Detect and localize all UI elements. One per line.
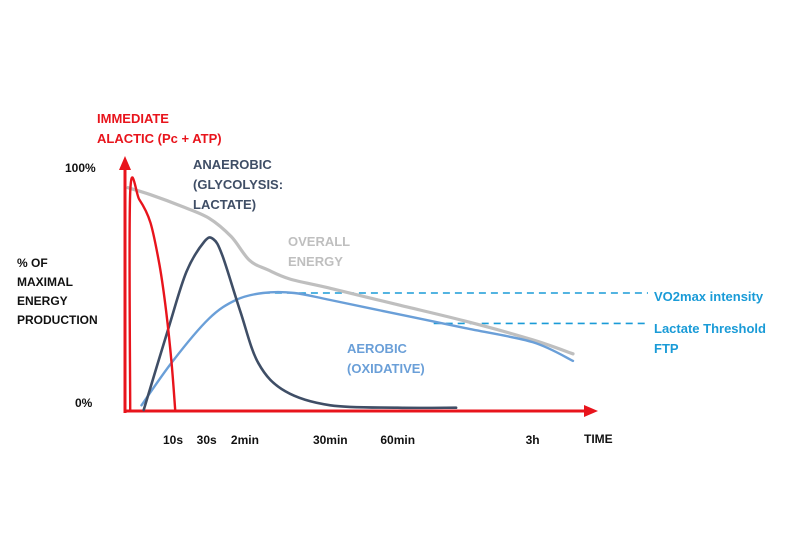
aerobic-line — [140, 290, 575, 407]
overall-label-line-1: OVERALL — [288, 234, 350, 249]
anaerobic-line — [142, 236, 458, 412]
overall-label-line-2: ENERGY — [288, 254, 343, 269]
lactate-threshold-label-line-2: FTP — [654, 341, 679, 356]
vo2max-label: VO2max intensity — [654, 289, 764, 304]
aerobic-label-line-2: (OXIDATIVE) — [347, 361, 425, 376]
x-tick-2min: 2min — [231, 433, 259, 447]
aerobic-label-line-1: AEROBIC — [347, 341, 408, 356]
y-axis-title-line-2: MAXIMAL — [17, 275, 73, 289]
y-axis-title-line-1: % OF — [17, 256, 48, 270]
y-top-label: 100% — [65, 161, 96, 175]
x-axis-arrow — [584, 405, 598, 417]
immediate-alactic-line — [128, 176, 177, 412]
overall-energy-line — [126, 186, 575, 356]
x-tick-3h: 3h — [526, 433, 540, 447]
y-bottom-label: 0% — [75, 396, 93, 410]
x-tick-30s: 30s — [197, 433, 217, 447]
immediate-label-line-1: IMMEDIATE — [97, 111, 169, 126]
y-axis-arrow — [119, 156, 131, 170]
immediate-label-line-2: ALACTIC (Pc + ATP) — [97, 131, 222, 146]
anaerobic-label-line-2: (GLYCOLYSIS: — [193, 177, 283, 192]
anaerobic-label-line-1: ANAEROBIC — [193, 157, 272, 172]
y-axis-title-line-3: ENERGY — [17, 294, 68, 308]
anaerobic-label-line-3: LACTATE) — [193, 197, 256, 212]
lactate-threshold-label-line-1: Lactate Threshold — [654, 321, 766, 336]
x-axis-title: TIME — [584, 432, 613, 446]
y-axis-title-line-4: PRODUCTION — [17, 313, 98, 327]
x-tick-10s: 10s — [163, 433, 183, 447]
x-tick-60min: 60min — [380, 433, 415, 447]
x-tick-30min: 30min — [313, 433, 348, 447]
